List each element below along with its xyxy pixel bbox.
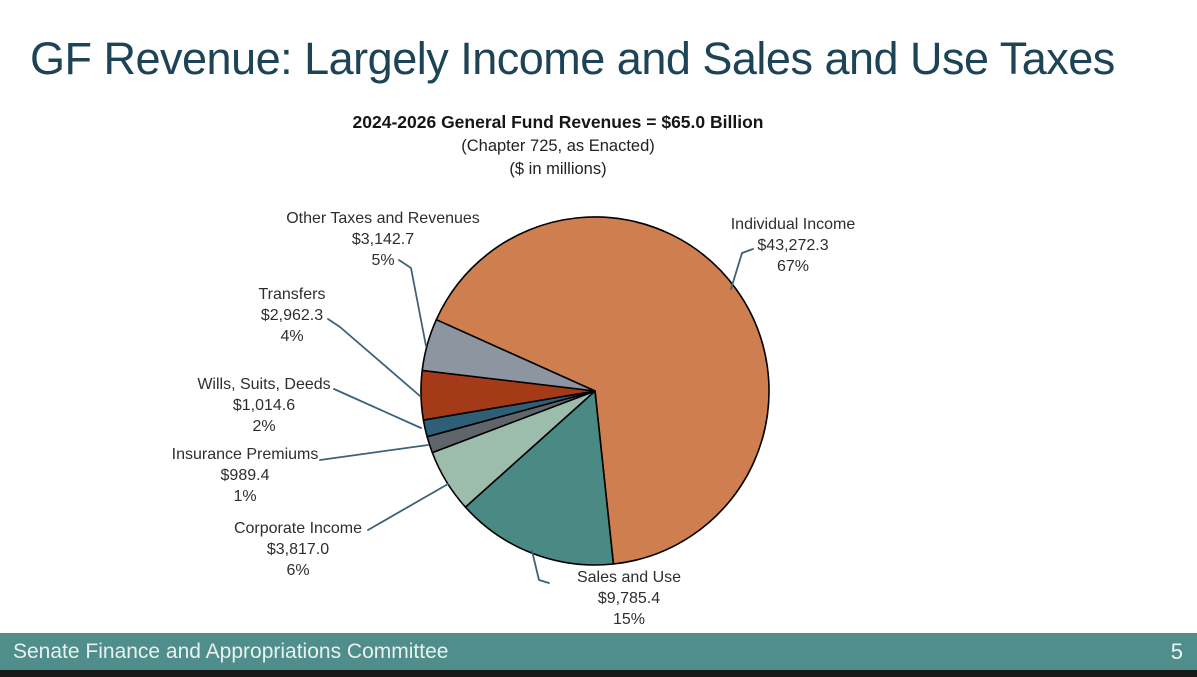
page-title: GF Revenue: Largely Income and Sales and… bbox=[30, 33, 1115, 84]
slice-label-percent: 15% bbox=[612, 611, 646, 628]
bottom-strip bbox=[0, 670, 1197, 677]
leader-line-transfers bbox=[327, 318, 421, 397]
slice-label-name: Wills, Suits, Deeds bbox=[197, 376, 331, 393]
pie-slice-other-taxes-and-revenues bbox=[421, 318, 596, 392]
pie-slice-individual-income bbox=[435, 216, 770, 565]
slice-label-name: Sales and Use bbox=[576, 569, 682, 586]
footer-committee-name: Senate Finance and Appropriations Commit… bbox=[13, 639, 449, 663]
slice-label-wills-suits-deeds: Wills, Suits, Deeds $1,014.6 2% bbox=[149, 374, 379, 437]
page-number: 5 bbox=[1170, 638, 1183, 664]
leader-line-insurance-premiums bbox=[319, 444, 429, 461]
footer-bar: Senate Finance and Appropriations Commit… bbox=[0, 633, 1197, 670]
slice-label-name: Individual Income bbox=[730, 216, 856, 233]
slice-label-percent: 67% bbox=[776, 258, 810, 275]
slice-label-name: Other Taxes and Revenues bbox=[286, 210, 480, 227]
slice-label-name: Corporate Income bbox=[233, 520, 363, 537]
slice-label-value: $9,785.4 bbox=[597, 590, 661, 607]
chart-title: 2024-2026 General Fund Revenues = $65.0 … bbox=[352, 112, 764, 132]
slice-label-name: Transfers bbox=[258, 286, 326, 303]
slice-label-value: $3,142.7 bbox=[351, 231, 415, 248]
chart-subtitle-units: ($ in millions) bbox=[509, 160, 607, 178]
slice-label-percent: 6% bbox=[286, 562, 310, 579]
leader-line-other-taxes-and-revenues bbox=[398, 259, 427, 347]
leader-line-individual-income bbox=[730, 248, 754, 290]
slice-label-transfers: Transfers $2,962.3 4% bbox=[177, 284, 407, 347]
slice-label-corporate-income: Corporate Income $3,817.0 6% bbox=[183, 518, 413, 581]
slice-label-value: $43,272.3 bbox=[757, 237, 829, 254]
slice-label-name: Insurance Premiums bbox=[171, 446, 319, 463]
slice-label-sales-and-use: Sales and Use $9,785.4 15% bbox=[514, 567, 744, 630]
slice-label-value: $2,962.3 bbox=[260, 307, 324, 324]
leader-line-sales-and-use bbox=[531, 550, 550, 584]
slice-label-insurance-premiums: Insurance Premiums $989.4 1% bbox=[130, 444, 360, 507]
chart-title-block: 2024-2026 General Fund Revenues = $65.0 … bbox=[0, 110, 1116, 181]
slice-label-individual-income: Individual Income $43,272.3 67% bbox=[678, 214, 908, 277]
leader-line-wills-suits-deeds bbox=[333, 388, 422, 429]
slice-label-value: $3,817.0 bbox=[266, 541, 330, 558]
slice-label-percent: 5% bbox=[371, 252, 395, 269]
slice-label-percent: 2% bbox=[252, 418, 276, 435]
slice-label-other-taxes-and-revenues: Other Taxes and Revenues $3,142.7 5% bbox=[268, 208, 498, 271]
slice-label-percent: 1% bbox=[233, 488, 257, 505]
slice-label-value: $1,014.6 bbox=[232, 397, 296, 414]
leader-line-corporate-income bbox=[367, 483, 449, 531]
chart-subtitle-chapter: (Chapter 725, as Enacted) bbox=[461, 137, 655, 155]
slice-label-value: $989.4 bbox=[220, 467, 270, 484]
slice-label-percent: 4% bbox=[280, 328, 304, 345]
